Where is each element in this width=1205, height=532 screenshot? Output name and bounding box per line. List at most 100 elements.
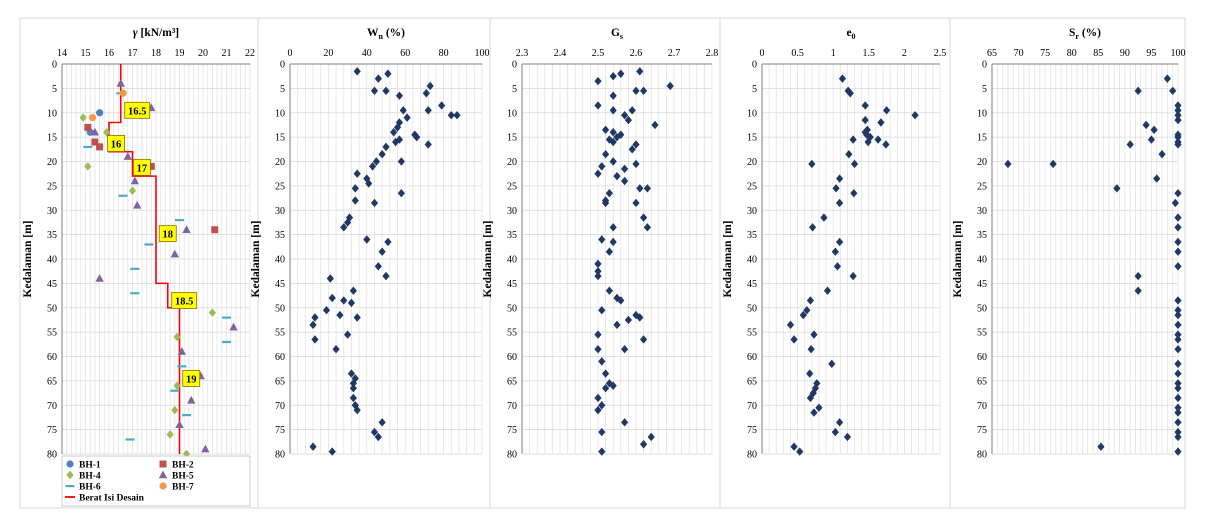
data-point [609, 106, 617, 115]
data-point [1174, 393, 1182, 403]
data-point [1174, 115, 1182, 125]
data-point [422, 89, 430, 98]
data-point [594, 330, 602, 339]
data-point [384, 69, 392, 78]
data-point [347, 298, 356, 308]
data-point [309, 442, 317, 451]
data-point [651, 120, 659, 130]
y-tick-label: 80 [47, 450, 57, 461]
data-point [617, 69, 625, 78]
data-point-bh-6 [222, 340, 231, 344]
data-point [393, 123, 402, 132]
data-point [602, 369, 610, 378]
data-point [399, 106, 407, 115]
legend-label: BH-2 [172, 461, 194, 471]
data-point [1174, 223, 1182, 232]
data-point-bh-4 [103, 128, 111, 137]
data-point [370, 427, 379, 437]
design-value-label: 18 [163, 230, 174, 241]
data-point [598, 427, 606, 437]
data-point [384, 237, 392, 247]
y-tick-label: 75 [977, 425, 987, 436]
data-point [846, 89, 854, 98]
data-point [1174, 330, 1182, 339]
y-tick-label: 80 [275, 450, 285, 461]
chart-title-main: W [367, 27, 379, 39]
data-point [609, 157, 617, 166]
y-tick-label: 70 [747, 401, 757, 412]
data-point [382, 86, 390, 96]
x-tick-label: 2 [902, 48, 907, 59]
data-point [353, 67, 361, 76]
data-point [370, 86, 379, 96]
x-tick-label: 17 [128, 48, 138, 59]
legend-marker-bh-7 [159, 482, 167, 490]
data-point-bh-5 [201, 444, 210, 453]
data-point [447, 110, 455, 120]
y-tick-label: 5 [752, 84, 757, 95]
data-point [877, 118, 885, 127]
x-tick-label: 90 [1120, 48, 1130, 59]
data-point [609, 91, 617, 100]
data-point-bh-5 [170, 249, 179, 258]
data-point-bh-2 [211, 226, 219, 234]
data-point [803, 305, 811, 315]
data-point [849, 271, 857, 281]
x-tick-label: 21 [222, 48, 232, 59]
legend-marker-bh-5 [158, 470, 168, 479]
y-tick-label: 10 [747, 108, 757, 119]
data-point [838, 74, 847, 83]
y-tick-label: 0 [52, 60, 57, 71]
data-point [1163, 74, 1171, 83]
data-point [413, 132, 421, 142]
legend-box [61, 455, 251, 507]
data-point [636, 67, 644, 76]
data-point [344, 218, 352, 227]
y-axis-label: Kedalaman [m] [952, 221, 964, 298]
data-point [609, 237, 617, 247]
data-point [1174, 237, 1182, 247]
data-point [605, 135, 613, 144]
data-point [1174, 335, 1182, 344]
data-point-bh-5 [182, 225, 191, 233]
data-point [378, 149, 386, 159]
data-point [636, 184, 644, 193]
x-tick-label: 19 [175, 48, 185, 59]
data-point-bh-6 [177, 365, 187, 368]
data-point [1049, 159, 1057, 169]
design-value-label: 17 [137, 163, 148, 174]
data-point-bh-6 [175, 219, 184, 222]
data-point [844, 86, 852, 96]
data-point [426, 81, 434, 91]
data-point [368, 162, 377, 171]
data-point [1097, 442, 1105, 451]
data-point [1174, 418, 1182, 427]
data-point [808, 159, 816, 169]
x-tick-label: 1 [831, 48, 836, 59]
data-point [438, 101, 446, 110]
data-point [424, 140, 432, 149]
y-tick-label: 65 [507, 376, 517, 387]
y-tick-label: 0 [752, 60, 757, 71]
design-value-badge [171, 292, 198, 309]
x-tick-label: 80 [439, 48, 449, 59]
data-point [344, 330, 352, 339]
y-tick-label: 45 [47, 279, 57, 290]
data-point-bh-4 [128, 186, 137, 195]
x-tick-label: 100 [475, 48, 490, 59]
data-point [836, 418, 844, 427]
design-value-label: 19 [186, 374, 197, 385]
data-point-bh-4 [171, 405, 179, 415]
data-point [911, 110, 919, 120]
data-point [832, 184, 840, 193]
data-point [621, 418, 629, 427]
x-tick-label: 2.7 [668, 48, 681, 59]
data-point [594, 169, 602, 178]
chart-title: Gs [611, 27, 623, 41]
data-point [790, 335, 798, 344]
panel-frame [489, 17, 721, 509]
data-point [823, 286, 832, 295]
data-point [643, 184, 651, 193]
x-tick-label: 2.3 [516, 48, 529, 59]
data-point [382, 271, 390, 281]
